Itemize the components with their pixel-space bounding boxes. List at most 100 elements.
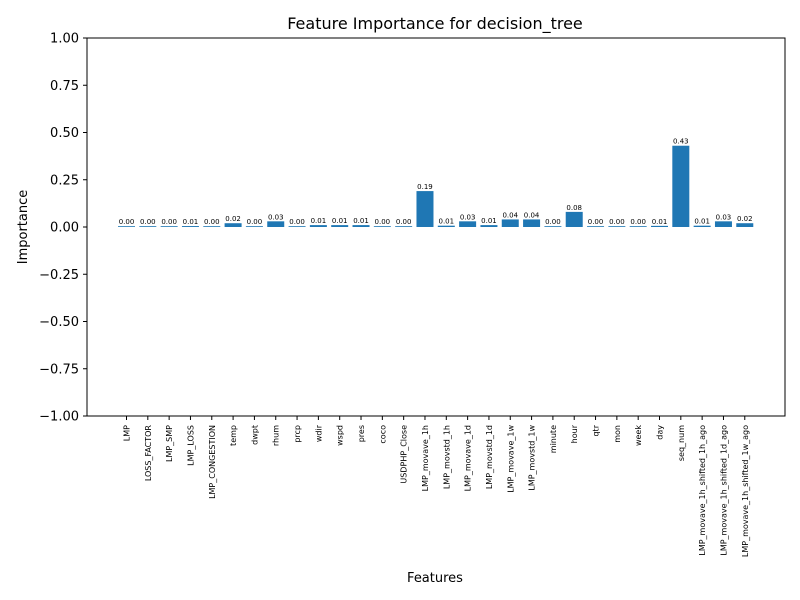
bar [437, 225, 455, 227]
data-label: 0.01 [353, 217, 369, 225]
bar [608, 226, 626, 227]
y-tick-label: 0.25 [50, 173, 79, 188]
data-label: 0.01 [694, 218, 710, 226]
x-tick-label: seq_num [677, 425, 686, 461]
x-tick-label: day [656, 425, 665, 440]
x-tick-label: LMP_movstd_1h [442, 425, 451, 489]
data-label: 0.02 [737, 215, 753, 223]
x-tick-label: temp [229, 425, 238, 446]
data-label: 0.03 [716, 213, 732, 221]
data-label: 0.00 [545, 218, 561, 226]
x-tick-label: rhum [272, 425, 281, 446]
y-axis-label: Importance [16, 190, 31, 265]
x-tick-label: mon [613, 425, 622, 443]
y-tick-label: −0.25 [39, 268, 79, 283]
x-tick-label: dwpt [250, 425, 259, 445]
x-tick-label: prcp [293, 425, 302, 443]
data-label: 0.00 [204, 218, 220, 226]
data-label: 0.00 [609, 218, 625, 226]
x-tick-label: LMP_movave_1h_shifted_1h_ago [698, 425, 707, 556]
x-tick-label: LMP_movave_1d [464, 425, 473, 491]
x-tick-label: LMP_movave_1h_shifted_1d_ago [719, 425, 728, 556]
bar [629, 226, 647, 227]
data-label: 0.01 [183, 218, 199, 226]
x-tick-label: LMP [123, 425, 132, 441]
bar [224, 223, 242, 227]
bar [181, 226, 199, 227]
x-tick-label: LMP_LOSS [186, 425, 195, 466]
y-tick-label: −1.00 [39, 410, 79, 425]
data-label: 0.00 [630, 218, 646, 226]
bars-layer [118, 145, 754, 227]
bar [203, 226, 221, 227]
bar [714, 221, 732, 227]
bar [523, 219, 541, 227]
y-tick-label: 0.75 [50, 79, 79, 94]
bar [373, 226, 391, 227]
x-tick-label: LMP_movave_1h [421, 425, 430, 491]
data-label: 0.00 [247, 218, 263, 226]
chart-title: Feature Importance for decision_tree [287, 14, 583, 34]
y-axis: −1.00 −0.75 −0.50 −0.25 0.00 0.25 0.50 0.75 1.00 [39, 32, 87, 425]
x-tick-label: LMP_movave_1w [506, 425, 515, 493]
bar [501, 219, 519, 227]
data-label: 0.01 [311, 217, 327, 225]
data-label: 0.00 [375, 218, 391, 226]
data-label: 0.01 [439, 218, 455, 226]
data-label: 0.00 [396, 218, 412, 226]
data-label: 0.00 [161, 218, 177, 226]
y-tick-label: 0.50 [50, 126, 79, 141]
data-label: 0.19 [417, 183, 433, 191]
x-tick-label: wdir [314, 424, 323, 442]
bar [736, 223, 754, 227]
x-tick-label: qtr [592, 424, 601, 436]
x-tick-label: coco [378, 425, 387, 444]
data-label: 0.04 [502, 211, 518, 219]
data-labels-layer: 0.00 0.00 0.00 0.01 0.00 0.02 0.00 0.03 0.00 0.01… [119, 138, 753, 226]
bar [267, 221, 285, 227]
data-label: 0.01 [332, 217, 348, 225]
x-axis-label: Features [407, 571, 463, 586]
bar [459, 221, 477, 227]
data-label: 0.03 [460, 213, 476, 221]
bar [352, 225, 370, 227]
data-label: 0.08 [566, 204, 582, 212]
bar [672, 145, 690, 227]
x-tick-label: wspd [336, 425, 345, 446]
x-tick-label: LMP_movstd_1w [528, 425, 537, 491]
x-tick-label: LMP_SMP [165, 425, 174, 462]
x-tick-label: LOSS_FACTOR [144, 425, 153, 482]
bar [245, 226, 263, 227]
y-tick-label: −0.75 [39, 362, 79, 377]
data-label: 0.01 [481, 217, 497, 225]
bar [139, 226, 157, 227]
x-tick-label: LMP_movave_1h_shifted_1w_ago [741, 425, 750, 557]
bar [416, 191, 434, 227]
data-label: 0.02 [225, 215, 241, 223]
x-tick-label: LMP_CONGESTION [208, 425, 217, 499]
bar [544, 226, 562, 227]
data-label: 0.01 [652, 218, 668, 226]
bar [118, 226, 135, 227]
bar [288, 226, 306, 227]
x-tick-label: pres [357, 425, 366, 442]
data-label: 0.04 [524, 211, 540, 219]
y-tick-label: 0.00 [50, 221, 79, 236]
bar [331, 225, 349, 227]
bar [693, 225, 711, 227]
data-label: 0.00 [289, 218, 305, 226]
data-label: 0.03 [268, 213, 284, 221]
data-label: 0.00 [119, 218, 135, 226]
x-tick-label: hour [570, 424, 579, 443]
x-tick-label: USDPHP_Close [400, 425, 409, 484]
bar [395, 226, 413, 227]
x-axis: LMP LOSS_FACTOR LMP_SMP LMP_LOSS LMP_CONGEST… [123, 416, 750, 557]
x-tick-label: LMP_movstd_1d [485, 425, 494, 489]
x-tick-label: minute [549, 425, 558, 453]
data-label: 0.00 [140, 218, 156, 226]
data-label: 0.00 [588, 218, 604, 226]
y-tick-label: −0.50 [39, 315, 79, 330]
bar [587, 226, 605, 227]
